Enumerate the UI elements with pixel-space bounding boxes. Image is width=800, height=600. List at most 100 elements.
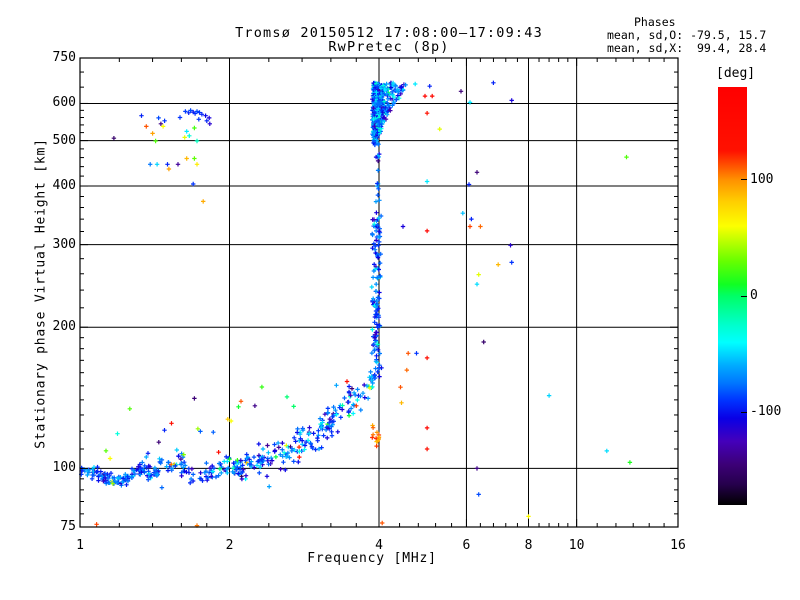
data-point [273, 454, 279, 460]
y-tick-label: 200 [52, 319, 76, 335]
data-point [240, 469, 245, 475]
data-point [236, 460, 241, 465]
data-point [378, 213, 384, 219]
data-point [86, 470, 91, 475]
data-point [259, 384, 265, 390]
data-point [302, 447, 307, 452]
data-point [194, 162, 200, 167]
data-point [375, 325, 380, 330]
phase-stats-o-mode: mean, sd,O: -79.5, 15.7 [607, 28, 767, 42]
data-point [237, 467, 243, 472]
data-point [424, 355, 430, 361]
data-point [372, 247, 378, 252]
data-point [259, 457, 264, 462]
data-point [330, 414, 335, 419]
data-point [372, 222, 377, 227]
data-point [370, 232, 375, 238]
data-point [316, 428, 321, 433]
data-point [384, 91, 389, 96]
data-point [307, 431, 312, 436]
data-point [281, 460, 286, 465]
data-point [134, 467, 139, 473]
data-point [349, 386, 355, 391]
data-point [148, 162, 153, 167]
data-point [375, 181, 380, 186]
data-point [236, 472, 242, 477]
data-point [156, 440, 161, 445]
data-point [338, 415, 343, 420]
data-point [378, 86, 384, 91]
data-point [379, 96, 384, 101]
data-point [481, 339, 486, 345]
data-point [377, 290, 382, 295]
x-tick-label: 16 [670, 538, 686, 553]
data-point [300, 442, 305, 447]
data-point [140, 460, 145, 465]
data-point [393, 83, 398, 89]
data-point [370, 384, 375, 389]
data-point [192, 396, 197, 401]
data-point [371, 296, 376, 301]
data-point [467, 224, 473, 229]
data-point [111, 136, 117, 141]
data-point [285, 453, 290, 459]
data-point [198, 470, 203, 475]
data-point [182, 469, 187, 474]
data-point [202, 470, 207, 475]
data-point [192, 125, 197, 131]
y-tick-label: 100 [52, 460, 76, 476]
data-point [115, 431, 120, 436]
data-point [376, 234, 382, 240]
data-point [153, 138, 158, 144]
data-point [422, 93, 428, 99]
data-point [102, 471, 108, 476]
data-point [85, 472, 90, 478]
data-point [509, 260, 514, 265]
data-point [624, 154, 629, 160]
data-point [526, 514, 531, 519]
y-tick-label: 500 [52, 132, 76, 148]
data-point [346, 389, 352, 395]
x-tick-label: 4 [375, 538, 383, 553]
data-point [209, 474, 214, 479]
data-point [289, 448, 294, 454]
data-point [131, 468, 137, 473]
data-point [374, 353, 379, 358]
data-point [458, 89, 464, 94]
data-point [376, 216, 381, 221]
data-point [205, 478, 210, 483]
colorbar-tick-label: -100 [750, 404, 782, 420]
data-point [364, 383, 370, 389]
data-point [297, 449, 302, 454]
data-point [399, 400, 404, 405]
data-point [165, 162, 170, 167]
data-point [430, 93, 435, 99]
data-point [144, 454, 149, 460]
data-point [310, 445, 315, 451]
data-point [278, 467, 283, 472]
data-point [372, 335, 377, 340]
data-point [376, 366, 381, 371]
data-point [378, 126, 383, 131]
data-point [205, 475, 211, 480]
data-point [375, 438, 380, 443]
data-point [346, 413, 352, 418]
data-point [297, 454, 302, 460]
axes-frame [79, 57, 679, 528]
data-point [292, 447, 297, 453]
data-point [319, 425, 324, 430]
data-point [257, 470, 262, 476]
data-point [388, 85, 393, 90]
data-point [164, 464, 169, 469]
data-point [243, 473, 249, 478]
data-point [177, 115, 183, 120]
data-point [393, 97, 399, 102]
data-point [321, 433, 326, 438]
data-point [228, 418, 234, 424]
data-point [437, 126, 442, 132]
data-point [297, 431, 303, 437]
data-point [90, 472, 95, 478]
data-point [370, 275, 376, 280]
data-point [385, 109, 391, 114]
